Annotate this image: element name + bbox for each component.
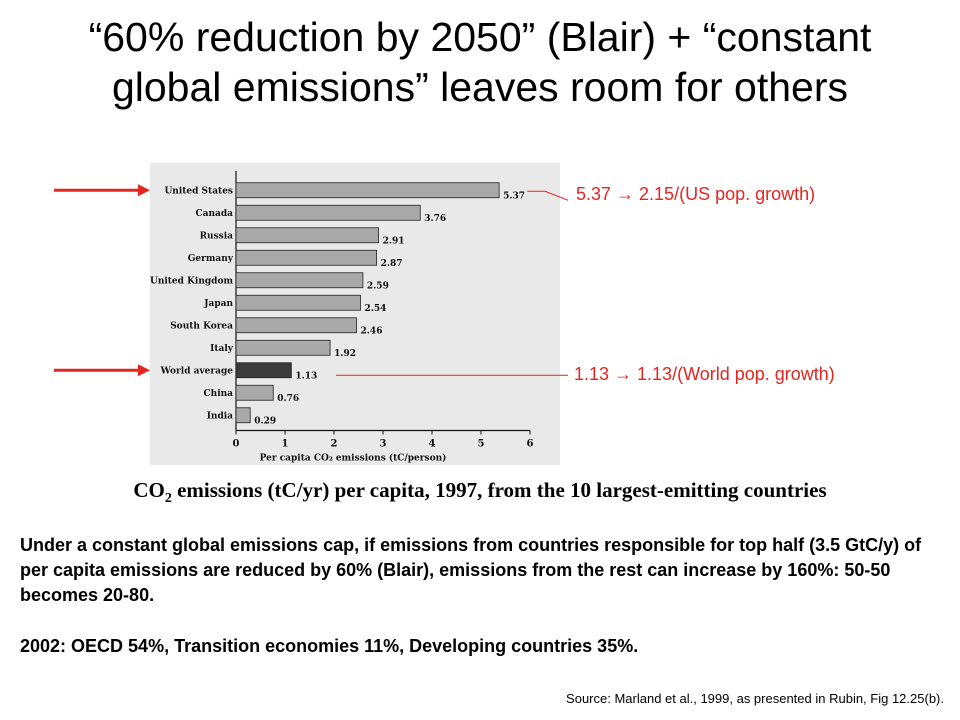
- category-label: United Kingdom: [150, 276, 233, 286]
- category-label: Japan: [203, 299, 233, 309]
- value-label: 1.13: [295, 371, 317, 381]
- x-tick-label: 0: [233, 439, 240, 450]
- value-label: 2.91: [383, 236, 405, 246]
- bar-india: [235, 407, 251, 424]
- category-label: United States: [164, 186, 233, 196]
- value-label: 2.87: [381, 259, 403, 269]
- category-label: South Korea: [170, 321, 233, 331]
- value-label: 0.76: [277, 394, 299, 404]
- us-annotation: 5.37 → 2.15/(US pop. growth): [576, 184, 816, 204]
- chart-canvas: United States 5.37 Canada 3.76 Russia 2.91 Ger…: [150, 171, 534, 464]
- caption-prefix: CO: [133, 478, 165, 502]
- world-annotation: 1.13 → 1.13/(World pop. growth): [574, 364, 835, 384]
- bar-china: [235, 384, 274, 401]
- value-label: 1.92: [334, 349, 356, 359]
- bar-russia: [235, 227, 379, 244]
- x-tick-label: 1: [282, 439, 289, 450]
- arrowhead-world-average: [138, 364, 150, 377]
- explanation-paragraph: Under a constant global emissions cap, i…: [20, 535, 922, 605]
- value-label: 0.29: [254, 416, 276, 426]
- slide-title: “60% reduction by 2050” (Blair) + “const…: [0, 12, 960, 112]
- value-label: 5.37: [503, 191, 525, 201]
- x-tick-label: 6: [527, 439, 534, 450]
- value-label: 2.59: [367, 281, 389, 291]
- value-label: 2.54: [364, 304, 386, 314]
- category-label: Canada: [196, 209, 234, 219]
- value-label: 3.76: [424, 214, 446, 224]
- bar-italy: [235, 339, 331, 356]
- category-label: Germany: [188, 254, 234, 264]
- x-tick-label: 4: [429, 439, 436, 450]
- x-tick-label: 2: [331, 439, 338, 450]
- bar-canada: [235, 204, 421, 221]
- shares-paragraph: 2002: OECD 54%, Transition economies 11%…: [20, 636, 639, 656]
- bar-united-states: [235, 182, 500, 199]
- category-label: World average: [160, 366, 234, 376]
- arrowhead-united-states: [138, 184, 150, 197]
- caption-suffix: emissions (tC/yr) per capita, 1997, from…: [171, 478, 827, 502]
- bar-germany: [235, 249, 378, 266]
- bar-united-kingdom: [235, 272, 364, 289]
- bar-chart: United States 5.37 Canada 3.76 Russia 2.91 Ger…: [150, 163, 560, 465]
- category-label: Italy: [210, 344, 234, 354]
- chart-caption: CO2 emissions (tC/yr) per capita, 1997, …: [0, 478, 960, 507]
- source-note: Source: Marland et al., 1999, as present…: [566, 691, 944, 706]
- value-label: 2.46: [361, 326, 383, 336]
- bar-world-average: [235, 362, 292, 379]
- caption-subscript: 2: [164, 491, 172, 507]
- category-label: India: [207, 411, 233, 421]
- x-tick-label: 3: [380, 439, 387, 450]
- x-axis-title: Per capita CO₂ emissions (tC/person): [260, 453, 447, 464]
- title-line-1: “60% reduction by 2050” (Blair) + “const…: [88, 14, 872, 60]
- bar-japan: [235, 294, 361, 311]
- bar-south-korea: [235, 317, 357, 334]
- title-line-2: global emissions” leaves room for others: [111, 64, 849, 110]
- category-label: China: [203, 389, 233, 399]
- category-label: Russia: [200, 231, 234, 241]
- x-tick-label: 5: [478, 439, 485, 450]
